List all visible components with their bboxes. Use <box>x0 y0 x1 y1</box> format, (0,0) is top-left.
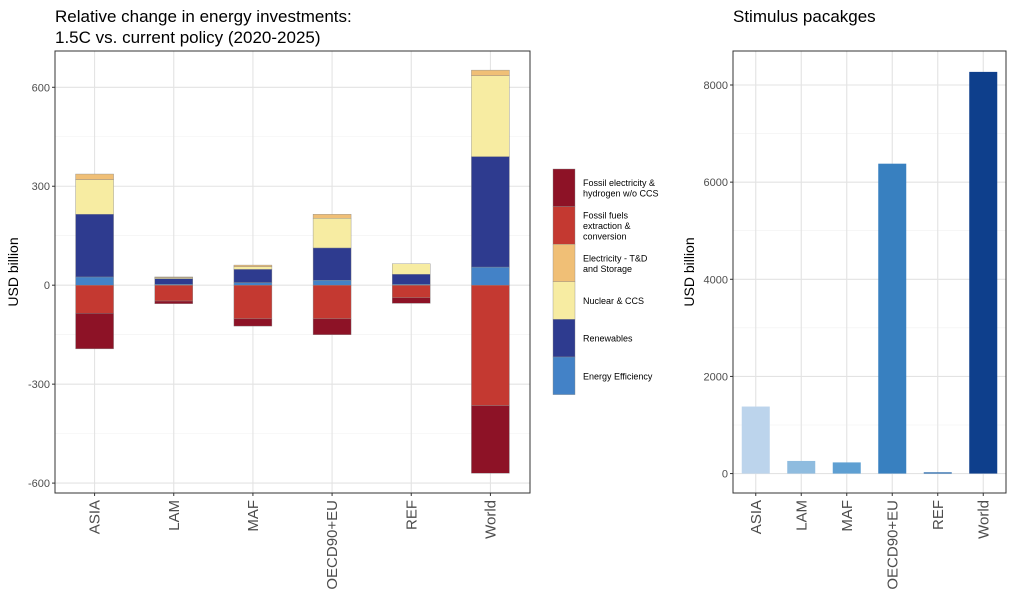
bar-asia-fossil-electricity-hydrogen-w-o-ccs <box>75 313 114 350</box>
left-x-tick-label: OECD90+EU <box>324 500 341 590</box>
legend-swatch <box>552 356 576 395</box>
left-axes: -600 -300 0 300 600 ASIA LAM MAF OECD90+EU REF Wor… <box>28 82 499 589</box>
right-x-tick-label: World <box>975 500 992 539</box>
legend-label: Electricity - T&D and Storage <box>583 253 648 274</box>
bar-world-electricity-t-d-and-storage <box>471 69 510 76</box>
legend-item-renewables: Renewables <box>552 319 633 358</box>
left-chart-title: Relative change in energy investments: 1… <box>55 7 352 47</box>
legend-item-nuclear-ccs: Nuclear & CCS <box>552 281 644 320</box>
stimulus-bar-oecd90-eu <box>878 163 907 474</box>
legend-swatch <box>552 243 576 282</box>
left-x-tick-label: MAF <box>245 500 262 532</box>
right-x-tick-label: MAF <box>839 500 856 532</box>
left-x-tick-label: World <box>482 500 499 539</box>
bar-asia-nuclear-ccs <box>75 179 114 215</box>
legend-label: Energy Efficiency <box>583 371 653 381</box>
right-x-tick-label: LAM <box>793 500 810 531</box>
bar-lam-renewables <box>154 278 193 285</box>
legend-swatch <box>552 206 576 245</box>
bar-ref-fossil-fuels-extraction-conversion <box>392 284 431 298</box>
legend-swatch <box>552 168 576 207</box>
right-x-tick-label: OECD90+EU <box>884 500 901 590</box>
right-y-tick-label: 0 <box>722 469 728 481</box>
bar-world-renewables <box>471 156 510 268</box>
right-axes: 0 2000 4000 6000 8000 ASIA LAM MAF OECD90+EU REF W… <box>704 80 993 590</box>
bar-lam-fossil-fuels-extraction-conversion <box>154 284 193 302</box>
bar-oecd90-eu-renewables <box>312 247 352 281</box>
bar-world-fossil-fuels-extraction-conversion <box>471 284 510 406</box>
left-grid <box>55 51 530 493</box>
left-panel-border <box>54 50 531 494</box>
bar-world-energy-efficiency <box>471 266 510 286</box>
legend-item-fossil-fuels-extraction-conversion: Fossil fuels extraction & conversion <box>552 206 631 245</box>
bar-oecd90-eu-electricity-t-d-and-storage <box>312 214 352 219</box>
bar-maf-nuclear-ccs <box>233 266 273 270</box>
bar-world-fossil-electricity-hydrogen-w-o-ccs <box>471 405 510 474</box>
bar-maf-energy-efficiency <box>233 282 273 286</box>
right-x-tick-label: ASIA <box>748 500 765 534</box>
left-plot-background <box>55 51 530 493</box>
left-y-tick-label: 600 <box>32 82 50 94</box>
stimulus-bar-world <box>969 71 998 474</box>
right-x-tick-label: REF <box>930 500 947 530</box>
bar-asia-energy-efficiency <box>75 276 114 286</box>
right-y-tick-label: 2000 <box>704 371 728 383</box>
bar-ref-renewables <box>392 274 431 285</box>
bar-lam-electricity-t-d-and-storage <box>154 276 193 278</box>
legend-label: Fossil fuels extraction & conversion <box>583 210 631 241</box>
left-y-tick-label: 0 <box>44 280 50 292</box>
right-y-tick-label: 4000 <box>704 274 728 286</box>
left-x-tick-label: LAM <box>166 500 183 531</box>
left-x-tick-label: ASIA <box>87 500 104 534</box>
stimulus-bar-maf <box>832 462 861 474</box>
legend-item-electricity-t-d-and-storage: Electricity - T&D and Storage <box>552 243 648 282</box>
bar-oecd90-eu-fossil-fuels-extraction-conversion <box>312 284 352 320</box>
left-bars <box>75 69 510 474</box>
bar-oecd90-eu-energy-efficiency <box>312 280 352 286</box>
right-plot-background <box>733 51 1006 493</box>
legend-label: Nuclear & CCS <box>583 296 644 306</box>
stimulus-bar-lam <box>787 460 816 474</box>
bar-lam-fossil-electricity-hydrogen-w-o-ccs <box>154 300 193 304</box>
legend-label: Renewables <box>583 334 633 344</box>
right-grid <box>733 51 1006 493</box>
right-y-axis-label: USD billion <box>681 237 697 306</box>
left-y-axis-label: USD billion <box>5 237 21 306</box>
right-y-tick-label: 8000 <box>704 80 728 92</box>
stimulus-bar-asia <box>741 406 770 474</box>
bar-oecd90-eu-fossil-electricity-hydrogen-w-o-ccs <box>312 318 352 335</box>
bar-asia-fossil-fuels-extraction-conversion <box>75 284 114 314</box>
bar-maf-electricity-t-d-and-storage <box>233 264 273 267</box>
legend-swatch <box>552 319 576 358</box>
left-y-tick-label: -300 <box>28 379 50 391</box>
legend-label: Fossil electricity & hydrogen w/o CCS <box>583 178 659 199</box>
bar-world-nuclear-ccs <box>471 75 510 157</box>
left-y-tick-label: -600 <box>28 478 50 490</box>
bar-maf-renewables <box>233 269 273 283</box>
bar-maf-fossil-fuels-extraction-conversion <box>233 284 273 320</box>
bar-ref-nuclear-ccs <box>392 263 431 275</box>
bar-oecd90-eu-nuclear-ccs <box>312 218 352 249</box>
bar-asia-renewables <box>75 214 114 278</box>
bar-maf-fossil-electricity-hydrogen-w-o-ccs <box>233 318 273 327</box>
legend-swatch <box>552 281 576 320</box>
right-panel-border <box>732 50 1007 494</box>
stimulus-bar-ref <box>923 472 952 474</box>
bar-ref-fossil-electricity-hydrogen-w-o-ccs <box>392 297 431 304</box>
right-bars <box>741 71 998 474</box>
legend-item-energy-efficiency: Energy Efficiency <box>552 356 653 395</box>
legend-item-fossil-electricity-hydrogen-w-o-ccs: Fossil electricity & hydrogen w/o CCS <box>552 168 659 207</box>
left-y-tick-label: 300 <box>32 181 50 193</box>
right-chart-title: Stimulus pacakges <box>733 7 876 26</box>
left-x-tick-label: REF <box>403 500 420 530</box>
legend: Fossil electricity & hydrogen w/o CCS Foss… <box>552 168 659 395</box>
right-y-tick-label: 6000 <box>704 177 728 189</box>
bar-asia-electricity-t-d-and-storage <box>75 173 114 180</box>
